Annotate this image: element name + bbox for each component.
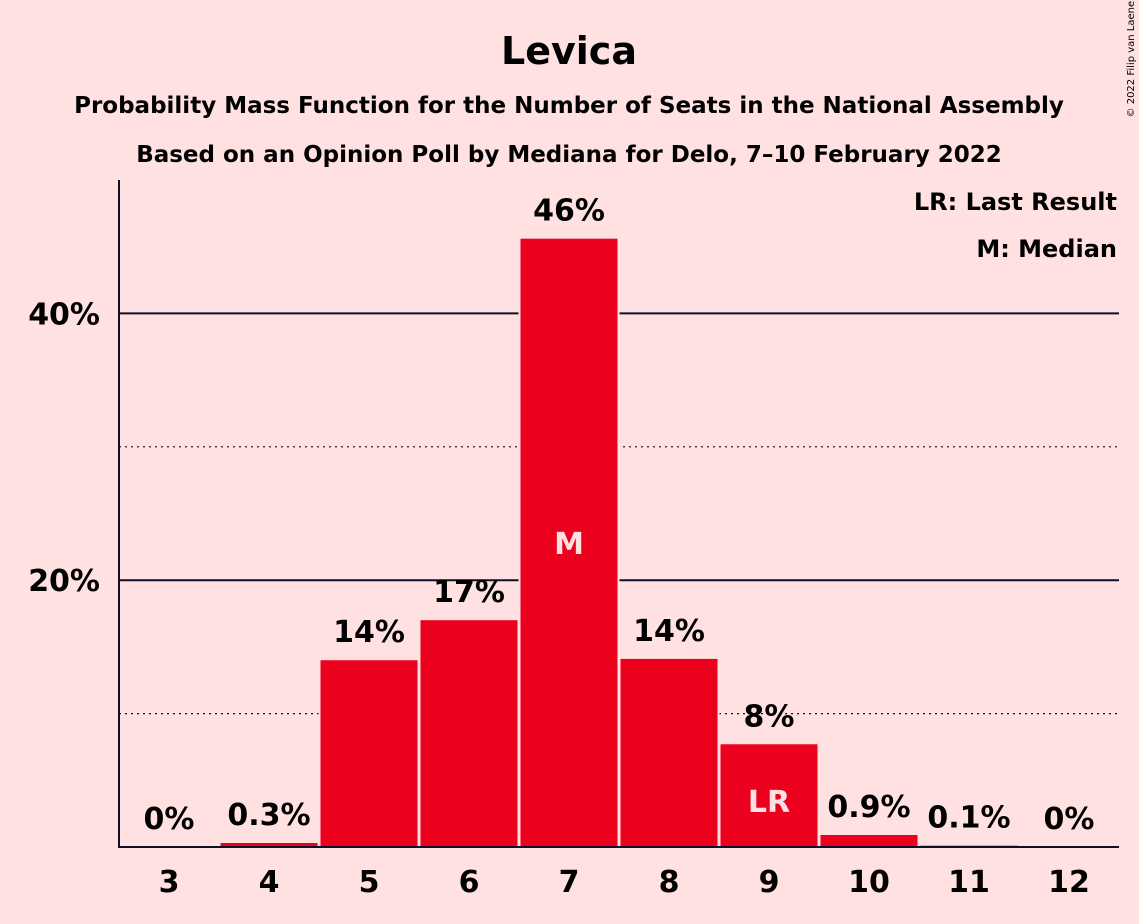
legend-last-result: LR: Last Result <box>914 188 1117 216</box>
bar-value-label: 0.1% <box>927 801 1010 836</box>
x-tick-label: 9 <box>759 865 780 900</box>
bar-value-label: 14% <box>633 614 705 649</box>
bar-value-label: 0% <box>1044 802 1095 837</box>
bar-value-label: 0.3% <box>227 798 310 833</box>
bar <box>720 744 818 847</box>
bar <box>820 834 918 847</box>
copyright-text: © 2022 Filip van Laenen <box>1126 0 1137 117</box>
bar-value-label: 0.9% <box>827 790 910 825</box>
x-tick-label: 12 <box>1048 865 1090 900</box>
bar <box>520 238 618 848</box>
axes: 20% 40% 3 4 5 6 7 8 9 10 11 12 <box>28 180 1119 900</box>
bar <box>220 842 318 847</box>
bars <box>218 236 1020 848</box>
chart-subtitle-2: Based on an Opinion Poll by Mediana for … <box>136 142 1002 168</box>
x-tick-label: 7 <box>559 865 580 900</box>
x-tick-label: 8 <box>659 865 680 900</box>
last-result-marker: LR <box>748 785 790 820</box>
chart-title: Levica <box>501 29 637 73</box>
x-tick-label: 6 <box>459 865 480 900</box>
bar-value-label: 8% <box>744 699 795 734</box>
median-marker: M <box>554 527 584 562</box>
bar-value-label: 0% <box>144 802 195 837</box>
bar-halo <box>918 843 1020 847</box>
x-tick-label: 4 <box>259 865 280 900</box>
x-tick-label: 11 <box>948 865 990 900</box>
y-tick-label: 40% <box>28 297 100 332</box>
bar-value-label: 46% <box>533 194 605 229</box>
bar <box>620 658 718 847</box>
legend-median: M: Median <box>976 235 1117 263</box>
x-tick-label: 10 <box>848 865 890 900</box>
bar <box>320 660 418 847</box>
bar-value-label: 14% <box>333 615 405 650</box>
chart-subtitle: Probability Mass Function for the Number… <box>74 93 1064 119</box>
y-tick-label: 20% <box>28 564 100 599</box>
x-tick-label: 5 <box>359 865 380 900</box>
x-tick-label: 3 <box>159 865 180 900</box>
bar-labels: 0% 0.3% 14% 17% 46% M 14% 8% LR 0.9% 0.1% 0% <box>144 194 1095 837</box>
bar-value-label: 17% <box>433 575 505 610</box>
bar <box>420 620 518 847</box>
